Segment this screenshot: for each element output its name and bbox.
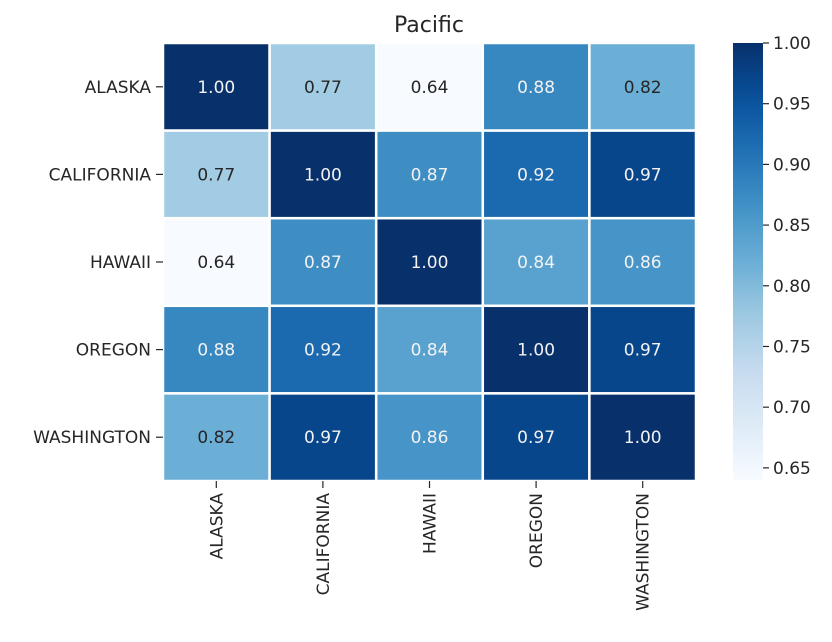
heatmap-cell xyxy=(374,304,485,395)
cell-value-label: 0.84 xyxy=(411,341,449,361)
cell-value-label: 0.82 xyxy=(197,428,235,448)
colorbar-tick-label: 1.00 xyxy=(773,34,811,54)
cell-value-label: 0.88 xyxy=(197,341,235,361)
heatmap-cell xyxy=(268,216,378,308)
column-tick-label: CALIFORNIA xyxy=(314,493,334,596)
column-tick-labels: ALASKA CALIFORNIA HAWAII OREGON WASHINGTON xyxy=(207,481,654,611)
cell-value-label: 0.87 xyxy=(304,253,342,273)
colorbar-tick-label: 0.90 xyxy=(773,155,811,175)
heatmap-cell xyxy=(374,392,485,483)
row-tick-label: OREGON xyxy=(76,341,151,361)
row-tick-label: WASHINGTON xyxy=(33,428,151,448)
heatmap-cell xyxy=(588,304,698,395)
cell-value-label: 0.92 xyxy=(517,165,555,185)
colorbar-tick-label: 0.70 xyxy=(773,398,811,418)
heatmap-cell xyxy=(588,129,698,220)
cell-value-label: 0.97 xyxy=(517,428,555,448)
row-tick-label: ALASKA xyxy=(85,78,152,98)
cell-value-label: 0.87 xyxy=(411,165,449,185)
colorbar: 0.65 0.70 0.75 0.80 0.85 0.90 0.95 1.00 xyxy=(733,34,811,480)
chart-title: Pacific xyxy=(394,13,464,38)
cell-value-label: 0.77 xyxy=(197,165,235,185)
cell-value-label: 1.00 xyxy=(197,78,235,98)
heatmap-cells: 1.00 0.77 0.64 0.88 0.82 0.77 1.00 0.87 0.92 0.97… xyxy=(161,41,698,483)
cell-value-label: 0.97 xyxy=(624,341,662,361)
row-tick-labels: ALASKA CALIFORNIA HAWAII OREGON WASHINGTON xyxy=(33,78,163,448)
cell-value-label: 0.88 xyxy=(517,78,555,98)
colorbar-tick-label: 0.80 xyxy=(773,277,811,297)
heatmap-cell xyxy=(161,392,271,483)
cell-value-label: 0.84 xyxy=(517,253,555,273)
column-tick-label: OREGON xyxy=(527,493,547,568)
cell-value-label: 0.86 xyxy=(624,253,662,273)
heatmap-cell xyxy=(374,129,485,220)
colorbar-tick-label: 0.95 xyxy=(773,95,811,115)
cell-value-label: 1.00 xyxy=(517,341,555,361)
column-tick-label: HAWAII xyxy=(421,493,441,554)
cell-value-label: 0.82 xyxy=(624,78,662,98)
column-tick-label: WASHINGTON xyxy=(634,493,654,611)
cell-value-label: 1.00 xyxy=(304,165,342,185)
cell-value-label: 0.86 xyxy=(411,428,449,448)
cell-value-label: 0.64 xyxy=(197,253,235,273)
cell-value-label: 0.64 xyxy=(411,78,449,98)
heatmap-cell xyxy=(481,216,591,308)
colorbar-gradient xyxy=(733,43,763,480)
colorbar-tick-label: 0.75 xyxy=(773,337,811,357)
cell-value-label: 1.00 xyxy=(411,253,449,273)
cell-value-label: 0.77 xyxy=(304,78,342,98)
colorbar-tick-label: 0.85 xyxy=(773,216,811,236)
row-tick-label: HAWAII xyxy=(90,253,151,273)
cell-value-label: 1.00 xyxy=(624,428,662,448)
column-tick-label: ALASKA xyxy=(207,493,227,560)
colorbar-tick-label: 0.65 xyxy=(773,459,811,479)
heatmap-cell xyxy=(268,304,378,395)
heatmap-cell xyxy=(481,304,591,395)
row-tick-label: CALIFORNIA xyxy=(49,165,152,185)
cell-value-label: 0.97 xyxy=(304,428,342,448)
heatmap-cell xyxy=(268,392,378,483)
cell-value-label: 0.92 xyxy=(304,341,342,361)
cell-value-label: 0.97 xyxy=(624,165,662,185)
heatmap-cell xyxy=(268,41,378,132)
